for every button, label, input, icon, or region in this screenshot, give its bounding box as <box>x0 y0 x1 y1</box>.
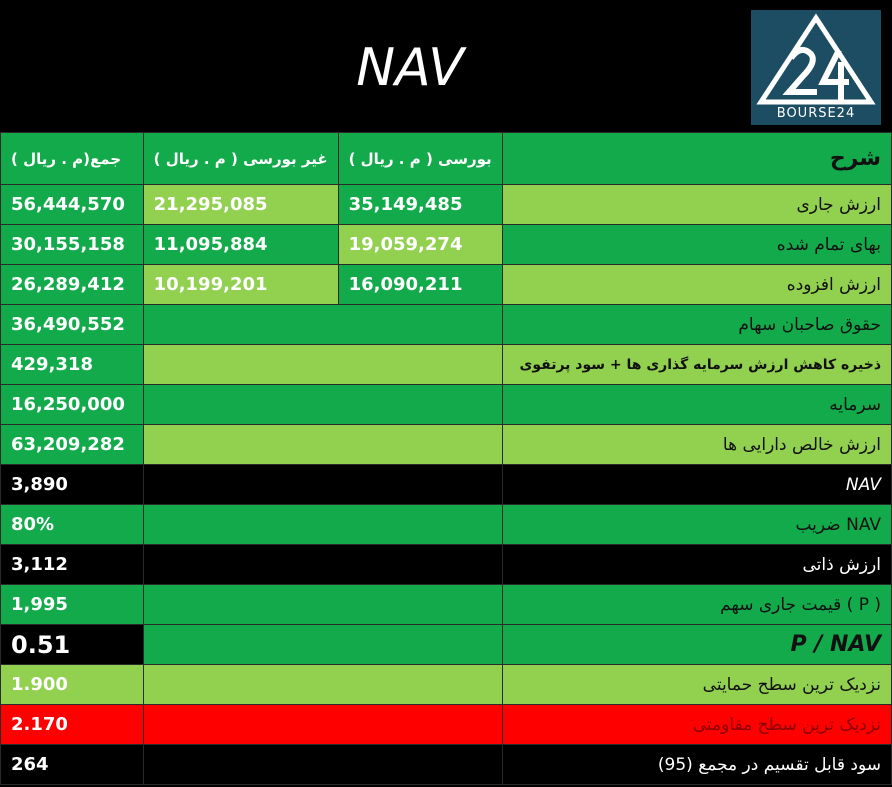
cell-desc: NAV <box>501 464 892 505</box>
cell-empty <box>142 344 503 385</box>
cell-desc: P / NAV <box>501 624 892 665</box>
table-row: 429,318 ذخیره کاهش ارزش سرمایه گذاری ها … <box>0 344 892 385</box>
cell-desc: نزدیک ترین سطح مقاومتی <box>501 704 892 745</box>
cell-total: 0.51 <box>0 624 144 665</box>
table-row: 30,155,158 11,095,884 19,059,274 بهای تم… <box>0 224 892 265</box>
table-row: 3,890 NAV <box>0 464 892 505</box>
cell-non-bourse: 10,199,201 <box>142 264 339 305</box>
cell-empty <box>142 704 503 745</box>
cell-total: 1,995 <box>0 584 144 625</box>
cell-empty <box>142 304 503 345</box>
cell-total: 80% <box>0 504 144 545</box>
table-row: 36,490,552 حقوق صاحبان سهام <box>0 304 892 345</box>
cell-empty <box>142 744 503 785</box>
cell-total: 56,444,570 <box>0 184 144 225</box>
table-header-row: ( م . ریال)جمع غیر بورسی ( م . ریال ) بو… <box>0 132 892 185</box>
cell-desc: ( P ) قیمت جاری سهم <box>501 584 892 625</box>
cell-non-bourse: 21,295,085 <box>142 184 339 225</box>
cell-empty <box>142 544 503 585</box>
header: NAV BOURSE24 <box>0 0 892 132</box>
bourse24-logo: BOURSE24 <box>751 10 881 125</box>
cell-total: 429,318 <box>0 344 144 385</box>
table-row: 1.900 نزدیک ترین سطح حمایتی <box>0 664 892 705</box>
cell-empty <box>142 664 503 705</box>
logo-text: BOURSE24 <box>776 106 856 121</box>
cell-bourse: 16,090,211 <box>337 264 503 305</box>
cell-non-bourse: 11,095,884 <box>142 224 339 265</box>
cell-empty <box>142 424 503 465</box>
cell-total: 3,890 <box>0 464 144 505</box>
table-row: 16,250,000 سرمایه <box>0 384 892 425</box>
header-bourse: بورسی ( م . ریال ) <box>337 132 503 185</box>
cell-desc: ذخیره کاهش ارزش سرمایه گذاری ها + سود پر… <box>501 344 892 385</box>
table-row: 0.51 P / NAV <box>0 624 892 665</box>
cell-bourse: 19,059,274 <box>337 224 503 265</box>
cell-total: 1.900 <box>0 664 144 705</box>
cell-desc: سود قابل تقسیم در مجمع (95) <box>501 744 892 785</box>
bourse24-logo-icon <box>756 13 876 105</box>
table-row: 1,995 ( P ) قیمت جاری سهم <box>0 584 892 625</box>
cell-total: 264 <box>0 744 144 785</box>
cell-empty <box>142 464 503 505</box>
cell-total: 2.170 <box>0 704 144 745</box>
cell-desc: بهای تمام شده <box>501 224 892 265</box>
cell-desc: ارزش افزوده <box>501 264 892 305</box>
table-row: 63,209,282 ارزش خالص دارایی ها <box>0 424 892 465</box>
cell-desc: ارزش جاری <box>501 184 892 225</box>
page-title: NAV <box>356 38 464 98</box>
header-total: ( م . ریال)جمع <box>0 132 144 185</box>
table-row: 26,289,412 10,199,201 16,090,211 ارزش اف… <box>0 264 892 305</box>
nav-table: ( م . ریال)جمع غیر بورسی ( م . ریال ) بو… <box>0 132 892 785</box>
cell-empty <box>142 584 503 625</box>
table-row: 56,444,570 21,295,085 35,149,485 ارزش جا… <box>0 184 892 225</box>
header-desc: شرح <box>501 132 892 185</box>
cell-empty <box>142 384 503 425</box>
header-non-bourse: غیر بورسی ( م . ریال ) <box>142 132 339 185</box>
cell-total: 63,209,282 <box>0 424 144 465</box>
cell-total: 26,289,412 <box>0 264 144 305</box>
table-row: 264 سود قابل تقسیم در مجمع (95) <box>0 744 892 785</box>
table-row: 80% NAV ضریب <box>0 504 892 545</box>
cell-empty <box>142 504 503 545</box>
cell-total: 3,112 <box>0 544 144 585</box>
cell-desc: ارزش خالص دارایی ها <box>501 424 892 465</box>
cell-desc: ارزش ذاتی <box>501 544 892 585</box>
cell-empty <box>142 624 503 665</box>
cell-total: 36,490,552 <box>0 304 144 345</box>
table-row: 3,112 ارزش ذاتی <box>0 544 892 585</box>
cell-desc: سرمایه <box>501 384 892 425</box>
table-row: 2.170 نزدیک ترین سطح مقاومتی <box>0 704 892 745</box>
cell-bourse: 35,149,485 <box>337 184 503 225</box>
cell-desc: حقوق صاحبان سهام <box>501 304 892 345</box>
cell-total: 16,250,000 <box>0 384 144 425</box>
cell-desc: NAV ضریب <box>501 504 892 545</box>
cell-total: 30,155,158 <box>0 224 144 265</box>
cell-desc: نزدیک ترین سطح حمایتی <box>501 664 892 705</box>
